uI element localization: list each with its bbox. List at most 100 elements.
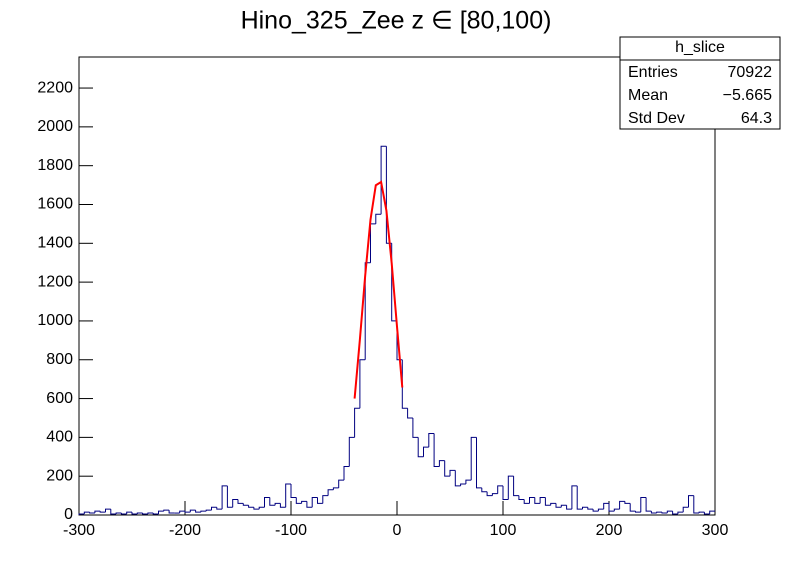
histogram-bin bbox=[555, 503, 562, 508]
histogram-bin bbox=[285, 483, 291, 508]
y-tick-label: 200 bbox=[46, 467, 73, 484]
histogram-bin bbox=[253, 507, 260, 510]
histogram-bin bbox=[476, 437, 482, 489]
histogram-bin bbox=[359, 359, 366, 409]
histogram-bin bbox=[693, 495, 700, 514]
histogram-bin bbox=[491, 493, 498, 496]
histogram-bin bbox=[163, 509, 170, 512]
histogram-bin bbox=[608, 503, 615, 512]
histogram-bin bbox=[470, 436, 477, 481]
histogram-bin bbox=[682, 506, 689, 513]
histogram-bin bbox=[401, 359, 408, 409]
histogram-bin bbox=[677, 511, 684, 515]
histogram-bin bbox=[656, 511, 662, 514]
histogram-bin bbox=[603, 502, 609, 510]
histogram-bin bbox=[205, 509, 212, 512]
histogram-bin bbox=[640, 497, 647, 513]
stats-label: Std Dev bbox=[628, 110, 685, 127]
stats-label: Entries bbox=[628, 64, 678, 81]
x-tick-label: 300 bbox=[702, 522, 729, 539]
x-tick-label: -300 bbox=[63, 522, 95, 539]
y-tick-label: 2200 bbox=[37, 79, 73, 96]
histogram-bin bbox=[597, 508, 604, 512]
histogram-bin bbox=[454, 470, 461, 487]
stats-frame bbox=[619, 36, 781, 130]
histogram-bin bbox=[147, 512, 154, 515]
y-tick-label: 400 bbox=[46, 429, 73, 446]
histogram-bin bbox=[110, 509, 117, 515]
stats-value: −5.665 bbox=[723, 87, 772, 104]
histogram-bin bbox=[226, 485, 233, 508]
histogram-bin bbox=[433, 433, 440, 467]
histogram-bin bbox=[449, 469, 456, 477]
stats-title: h_slice bbox=[675, 39, 725, 56]
histogram-bin bbox=[200, 510, 207, 513]
stats-value: 64.3 bbox=[741, 110, 772, 127]
y-tick-label: 2000 bbox=[37, 118, 73, 135]
histogram-bin bbox=[237, 499, 244, 504]
histogram-bin bbox=[295, 497, 302, 504]
x-tick-label: -200 bbox=[169, 522, 201, 539]
fit-curve bbox=[353, 180, 404, 399]
histogram-bin bbox=[168, 510, 175, 514]
histogram-bin bbox=[306, 501, 313, 508]
y-tick-label: 800 bbox=[46, 351, 73, 368]
histogram-bin bbox=[317, 497, 323, 504]
histogram-bin bbox=[338, 479, 344, 488]
y-tick-label: 1000 bbox=[37, 312, 73, 329]
histogram-bin bbox=[460, 483, 466, 486]
y-tick-label: 1800 bbox=[37, 157, 73, 174]
histogram-bin bbox=[412, 417, 419, 438]
histogram-bin bbox=[571, 485, 578, 510]
histogram-bin bbox=[216, 507, 223, 510]
histogram-bin bbox=[529, 497, 535, 504]
histogram-bin bbox=[327, 489, 334, 496]
histogram-bin bbox=[264, 497, 270, 508]
y-tick-label: 600 bbox=[46, 390, 73, 407]
histogram-bin bbox=[407, 408, 413, 419]
histogram-bin bbox=[375, 213, 382, 224]
histogram-bin bbox=[444, 460, 450, 477]
histogram-bin bbox=[332, 487, 339, 490]
histogram-bin bbox=[211, 506, 217, 511]
histogram-bin bbox=[497, 485, 503, 494]
histogram-bin bbox=[635, 511, 641, 513]
histogram-bin bbox=[518, 495, 525, 500]
histogram-bin bbox=[189, 509, 196, 513]
histogram-bin bbox=[195, 510, 201, 513]
histogram-bin bbox=[539, 497, 546, 504]
x-tick-label: 100 bbox=[490, 522, 517, 539]
histogram-bin bbox=[94, 510, 101, 514]
histogram-bin bbox=[523, 499, 530, 504]
histogram-bin bbox=[507, 475, 514, 500]
histogram-bin bbox=[322, 495, 329, 504]
y-tick-label: 1400 bbox=[37, 235, 73, 252]
histogram-bin bbox=[311, 497, 318, 508]
histogram-bin bbox=[688, 495, 694, 508]
histogram-bin bbox=[550, 502, 556, 506]
histogram-bin bbox=[513, 476, 519, 497]
histogram-bin bbox=[258, 506, 265, 510]
histogram-bin bbox=[650, 511, 657, 514]
chart-title: Hino_325_Zee z ∈ [80,100) bbox=[241, 7, 552, 35]
histogram-bin bbox=[666, 510, 673, 514]
histogram-bin bbox=[83, 511, 90, 515]
histogram-bin bbox=[613, 508, 620, 512]
histogram-bin bbox=[576, 485, 583, 510]
histogram-bin bbox=[481, 487, 488, 493]
histogram-bin bbox=[152, 513, 159, 515]
histogram-bin bbox=[105, 508, 111, 513]
histogram-bin bbox=[354, 407, 360, 438]
stats-value: 70922 bbox=[728, 64, 773, 81]
stats-label: Mean bbox=[628, 87, 668, 104]
stats-box: h_slice Entries 70922 Mean −5.665 Std De… bbox=[619, 36, 781, 130]
histogram-bin bbox=[131, 512, 138, 515]
histogram-bin bbox=[221, 485, 228, 510]
histogram-bin bbox=[158, 510, 164, 515]
histogram-bin bbox=[428, 432, 435, 448]
histogram-bin bbox=[672, 511, 678, 515]
histogram-bin bbox=[120, 513, 127, 515]
histogram-bin bbox=[438, 460, 445, 467]
histogram-bin bbox=[115, 512, 122, 515]
